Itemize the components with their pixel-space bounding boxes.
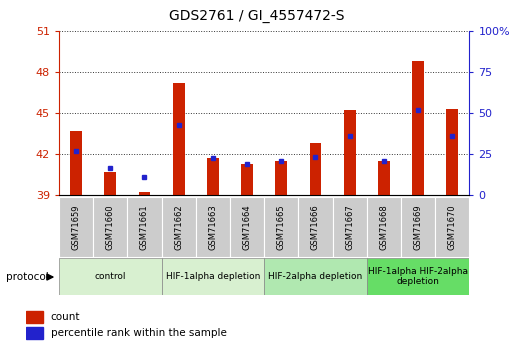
Bar: [196, 197, 230, 257]
Text: GDS2761 / GI_4557472-S: GDS2761 / GI_4557472-S: [169, 9, 344, 23]
Bar: [401, 197, 435, 257]
Text: GSM71661: GSM71661: [140, 204, 149, 250]
Bar: [275, 161, 287, 195]
Text: GSM71665: GSM71665: [277, 204, 286, 250]
Text: GSM71668: GSM71668: [380, 204, 388, 250]
Bar: [241, 164, 253, 195]
Bar: [367, 258, 469, 295]
Bar: [26, 310, 43, 323]
Bar: [367, 197, 401, 257]
Bar: [332, 197, 367, 257]
Text: count: count: [51, 312, 80, 322]
Text: percentile rank within the sample: percentile rank within the sample: [51, 328, 227, 338]
Bar: [59, 197, 93, 257]
Text: GSM71664: GSM71664: [243, 204, 251, 250]
Text: protocol: protocol: [6, 272, 49, 282]
Bar: [93, 197, 127, 257]
Bar: [59, 258, 162, 295]
Bar: [299, 197, 332, 257]
Text: GSM71670: GSM71670: [448, 204, 457, 250]
Text: GSM71660: GSM71660: [106, 204, 115, 250]
Bar: [412, 61, 424, 195]
Bar: [446, 109, 458, 195]
Bar: [207, 158, 219, 195]
Text: GSM71663: GSM71663: [208, 204, 218, 250]
Bar: [230, 197, 264, 257]
Bar: [70, 131, 82, 195]
Bar: [104, 172, 116, 195]
Bar: [162, 197, 196, 257]
Bar: [435, 197, 469, 257]
Text: HIF-1alpha depletion: HIF-1alpha depletion: [166, 272, 260, 281]
Bar: [309, 143, 322, 195]
Bar: [162, 258, 264, 295]
Text: HIF-1alpha HIF-2alpha
depletion: HIF-1alpha HIF-2alpha depletion: [368, 267, 468, 286]
Bar: [264, 258, 367, 295]
Bar: [378, 161, 390, 195]
Text: HIF-2alpha depletion: HIF-2alpha depletion: [268, 272, 363, 281]
Bar: [173, 83, 185, 195]
Text: GSM71669: GSM71669: [413, 204, 423, 250]
Bar: [139, 192, 150, 195]
Text: GSM71662: GSM71662: [174, 204, 183, 250]
Text: GSM71659: GSM71659: [72, 204, 81, 249]
Bar: [26, 327, 43, 339]
Text: GSM71667: GSM71667: [345, 204, 354, 250]
Bar: [264, 197, 299, 257]
Bar: [344, 110, 356, 195]
Bar: [127, 197, 162, 257]
Text: control: control: [94, 272, 126, 281]
Text: GSM71666: GSM71666: [311, 204, 320, 250]
